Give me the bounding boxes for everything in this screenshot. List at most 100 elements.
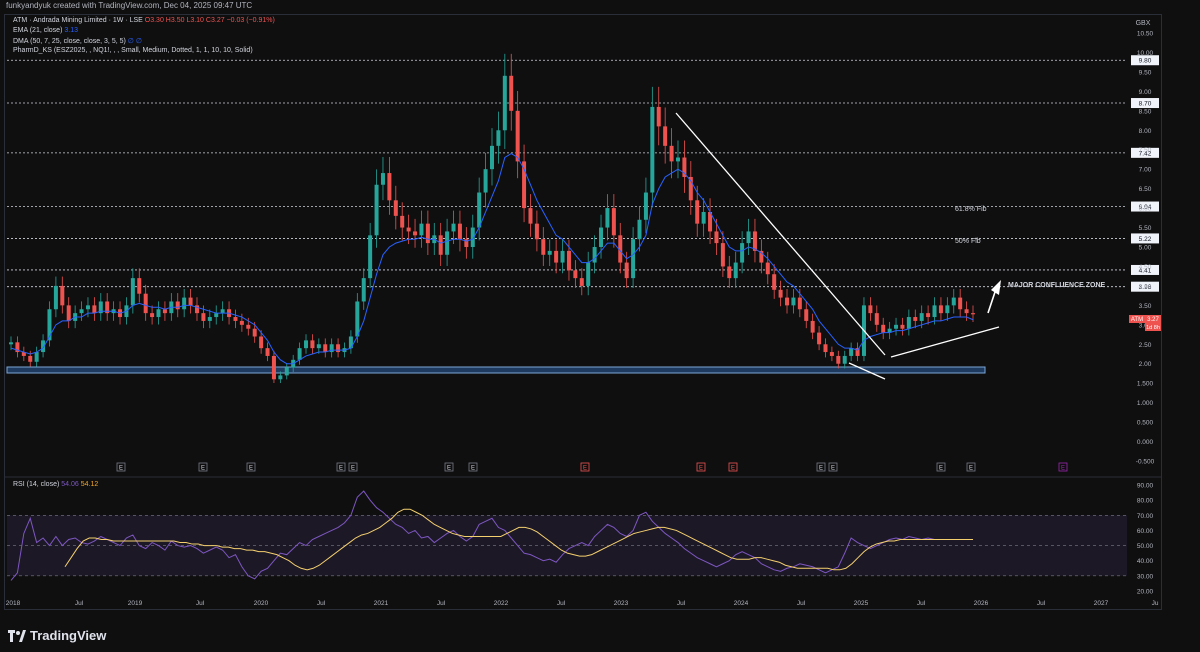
time-tick: Ju (1152, 600, 1159, 607)
candle (374, 169, 379, 248)
candle (233, 309, 238, 329)
svg-text:E: E (351, 466, 355, 472)
price-tick: -0.500 (1136, 459, 1155, 466)
earnings-marker[interactable]: E (580, 462, 590, 472)
candle (573, 260, 578, 288)
candle (413, 218, 418, 248)
fib-618-label: 61.8% Fib (955, 206, 987, 213)
svg-text:E: E (819, 466, 823, 472)
rsi-ma-line (64, 508, 973, 571)
rsi-tick: 80.00 (1137, 498, 1154, 505)
candle (810, 313, 815, 340)
legend-dma: DMA (50, 7, 25, close, close, 3, 5, 5) ∅… (13, 38, 142, 45)
candle (393, 185, 398, 230)
rsi-grid (7, 514, 1127, 577)
candle (28, 350, 33, 367)
chart-frame[interactable]: 9.80 8.70 7.42 6.04 5.22 4.41 3.98 61.8% Fib 5… (4, 14, 1162, 610)
earnings-marker[interactable]: E (336, 462, 346, 472)
candle (528, 194, 533, 237)
candle (445, 218, 450, 266)
svg-text:E: E (339, 466, 343, 472)
candle (945, 297, 950, 321)
candle (554, 239, 559, 274)
candle (316, 338, 321, 354)
earnings-marker[interactable]: E (246, 462, 256, 472)
candle (624, 251, 629, 288)
candle (150, 305, 155, 325)
svg-text:3.27: 3.27 (1147, 317, 1159, 323)
earnings-marker[interactable]: E (966, 462, 976, 472)
candle (438, 222, 443, 266)
price-tick: 10.00 (1137, 50, 1154, 57)
earnings-marker[interactable]: E (828, 462, 838, 472)
candle (464, 227, 469, 259)
price-tick: 0.000 (1137, 439, 1154, 446)
candle (547, 239, 552, 266)
svg-text:E: E (831, 466, 835, 472)
candle (656, 86, 661, 146)
downtrend-line (675, 112, 886, 356)
price-tick: 6.00 (1139, 206, 1152, 213)
candle (348, 330, 353, 354)
candle (162, 301, 167, 321)
candle (887, 321, 892, 340)
time-tick: Jul (317, 600, 326, 607)
candle (778, 280, 783, 307)
candle (323, 338, 328, 358)
candle (746, 218, 751, 256)
earnings-marker[interactable]: E (816, 462, 826, 472)
candle (938, 297, 943, 321)
candle (470, 214, 475, 259)
rsi-tick: 60.00 (1137, 528, 1154, 535)
candle (451, 210, 456, 245)
earnings-marker[interactable]: E (468, 462, 478, 472)
rsi-axis: 90.00 80.00 70.00 60.00 50.00 40.00 30.00 20.00 (1137, 483, 1154, 596)
footer (0, 624, 1200, 652)
earnings-marker[interactable]: E (1058, 462, 1068, 472)
candle (874, 305, 879, 332)
price-tick: 5.50 (1139, 225, 1152, 232)
earnings-marker[interactable]: E (116, 462, 126, 472)
earnings-marker[interactable]: E (198, 462, 208, 472)
candle (829, 346, 834, 362)
time-tick: 2019 (128, 600, 143, 607)
candle (361, 268, 366, 310)
time-tick: 2020 (254, 600, 269, 607)
candle (765, 251, 770, 285)
svg-text:E: E (699, 466, 703, 472)
candle (701, 198, 706, 237)
legend-rsi: RSI (14, close) 54.06 54.12 (13, 481, 99, 488)
price-tick: 8.00 (1139, 128, 1152, 135)
candle (188, 288, 193, 314)
price-tick: 4.00 (1139, 283, 1152, 290)
candle (105, 293, 110, 321)
candle (284, 363, 289, 380)
price-tick: 4.50 (1139, 264, 1152, 271)
earnings-marker[interactable]: E (348, 462, 358, 472)
candle (560, 239, 565, 274)
candle (387, 156, 392, 215)
support-zone (6, 366, 986, 374)
candle (400, 202, 405, 241)
earnings-marker[interactable]: E (728, 462, 738, 472)
chart-canvas[interactable]: 9.80 8.70 7.42 6.04 5.22 4.41 3.98 61.8% Fib 5… (5, 15, 1161, 609)
candle (425, 210, 430, 256)
candle (368, 222, 373, 288)
candle (79, 301, 84, 321)
time-tick: 2025 (854, 600, 869, 607)
candle (849, 342, 854, 362)
candle (143, 284, 148, 321)
candle (605, 194, 610, 241)
candle (490, 128, 494, 186)
candle (643, 177, 648, 234)
candle (515, 90, 520, 179)
earnings-marker[interactable]: E (696, 462, 706, 472)
candle (881, 317, 886, 340)
time-tick: Jul (677, 600, 686, 607)
earnings-marker[interactable]: E (936, 462, 946, 472)
confluence-label: MAJOR CONFLUENCE ZONE (1008, 282, 1106, 289)
price-tick: 6.50 (1139, 186, 1152, 193)
level-label: 7.42 (1139, 150, 1152, 157)
earnings-marker[interactable]: E (444, 462, 454, 472)
candle (842, 350, 847, 369)
